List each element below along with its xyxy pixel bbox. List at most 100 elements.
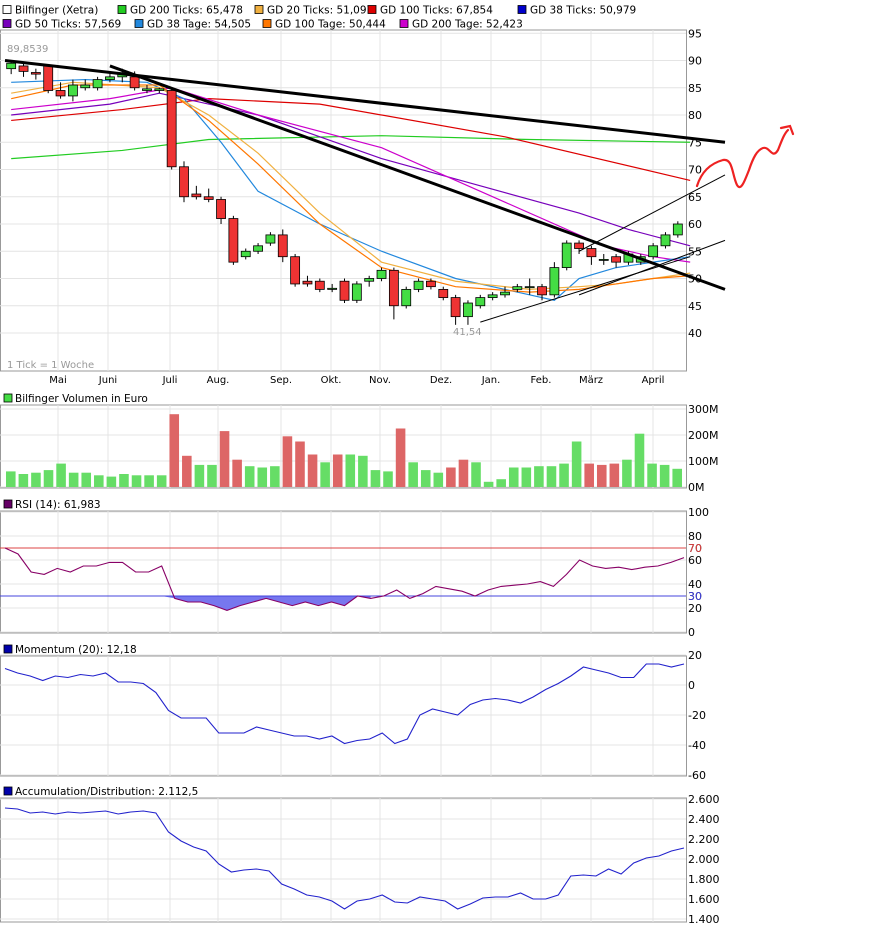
- volume-bar: [672, 468, 682, 487]
- volume-bar: [119, 474, 129, 487]
- panel-frame: [0, 655, 687, 777]
- candle-body: [327, 287, 338, 290]
- candle-body: [450, 297, 461, 318]
- volume-bar: [68, 472, 79, 487]
- candle-body: [142, 88, 152, 91]
- legend-label: Bilfinger (Xetra): [15, 5, 98, 17]
- candle-body: [43, 65, 54, 91]
- legend-swatch: [2, 5, 12, 14]
- y-tick-label: 80: [688, 109, 702, 122]
- volume-bar: [433, 472, 444, 487]
- volume-bar: [609, 463, 620, 487]
- legend-label: GD 100 Tage: 50,444: [275, 19, 386, 31]
- timeframe-note: 1 Tick = 1 Woche: [7, 360, 94, 371]
- month-label: Mai: [49, 375, 67, 386]
- candle-body: [6, 62, 17, 70]
- y-tick-label: 1.600: [688, 893, 720, 906]
- volume-bar: [508, 467, 519, 487]
- y-tick-label: 95: [688, 27, 702, 40]
- legend-swatch: [117, 5, 127, 14]
- y-tick-label: 2.400: [688, 813, 720, 826]
- volume-bar: [81, 472, 92, 487]
- volume-bar: [559, 463, 569, 487]
- volume-bar: [546, 466, 557, 487]
- y-tick-label: 20: [688, 649, 702, 662]
- candle-body: [80, 84, 91, 89]
- moving-average-line: [11, 92, 691, 247]
- month-label: März: [579, 375, 603, 386]
- candle-body: [339, 280, 350, 301]
- volume-bar: [408, 462, 418, 487]
- panel-frame: [0, 510, 687, 634]
- volume-bar: [257, 467, 268, 487]
- candle-body: [598, 259, 609, 261]
- candle-body: [18, 65, 29, 72]
- legend-swatch: [134, 19, 144, 28]
- panel-title: Momentum (20): 12,18: [15, 644, 137, 656]
- candle-body: [68, 84, 78, 97]
- y-tick-label: 2.600: [688, 793, 720, 806]
- volume-bar: [282, 436, 293, 487]
- y-tick-label: 1.800: [688, 873, 720, 886]
- candle-body: [574, 242, 584, 249]
- y-tick-label: 0M: [688, 481, 705, 494]
- candle-body: [475, 297, 486, 307]
- volume-bar: [634, 433, 645, 487]
- volume-bar: [345, 454, 356, 487]
- candle-body: [401, 288, 412, 307]
- candle-body: [537, 286, 547, 296]
- volume-bar: [521, 467, 532, 487]
- y-tick-label: 45: [688, 300, 702, 313]
- volume-bar: [18, 474, 29, 487]
- candle-body: [92, 79, 103, 89]
- y-tick-label: 100: [688, 506, 709, 519]
- y-tick-label: 100M: [688, 455, 719, 468]
- low-label: 41,54: [453, 327, 482, 338]
- volume-bar: [647, 463, 657, 487]
- volume-bar: [182, 455, 192, 487]
- y-tick-label: 200M: [688, 429, 719, 442]
- y-tick-label: 40: [688, 327, 702, 340]
- candle-body: [55, 90, 66, 97]
- volume-bar: [496, 479, 506, 487]
- momentum-panel: Momentum (20): 12,18 20 0 -20 -40 -60: [0, 644, 706, 782]
- volume-bar: [596, 464, 607, 487]
- volume-bar: [534, 466, 544, 487]
- candle-body: [129, 76, 140, 89]
- candle-body: [179, 166, 189, 198]
- legend-swatch: [367, 5, 377, 14]
- volume-bar: [320, 462, 330, 487]
- candle-body: [351, 283, 362, 301]
- y-tick-label: 70: [688, 164, 702, 177]
- trend-line: [578, 239, 726, 296]
- volume-bar: [6, 471, 16, 487]
- panel-title: RSI (14): 61,983: [15, 499, 101, 511]
- volume-bar: [659, 464, 670, 487]
- candle-body: [253, 245, 263, 252]
- candle-body: [561, 242, 572, 268]
- legend-swatch: [517, 5, 527, 14]
- moving-average-line: [11, 135, 691, 160]
- volume-bar: [458, 459, 469, 487]
- candle-body: [154, 88, 165, 91]
- y-tick-label: -40: [688, 739, 706, 752]
- accumulation-distribution-panel: Accumulation/Distribution: 2.112,5 2.600 2…: [0, 786, 720, 926]
- y-tick-label: 80: [688, 530, 702, 543]
- volume-bar: [56, 463, 66, 487]
- candle-body: [426, 280, 436, 288]
- y-tick-label: 0: [688, 626, 695, 639]
- legend-label: GD 38 Tage: 54,505: [147, 19, 251, 31]
- volume-bar: [295, 441, 305, 487]
- y-tick-label: 30: [688, 590, 702, 603]
- y-tick-label: 0: [688, 679, 695, 692]
- handdrawn-annotation: [695, 124, 795, 189]
- volume-bar: [370, 470, 381, 487]
- candle-body: [314, 280, 325, 290]
- momentum-line: [4, 663, 685, 745]
- volume-bar: [358, 455, 368, 487]
- candle-body: [265, 234, 276, 244]
- rsi-oversold-fill: [161, 596, 371, 611]
